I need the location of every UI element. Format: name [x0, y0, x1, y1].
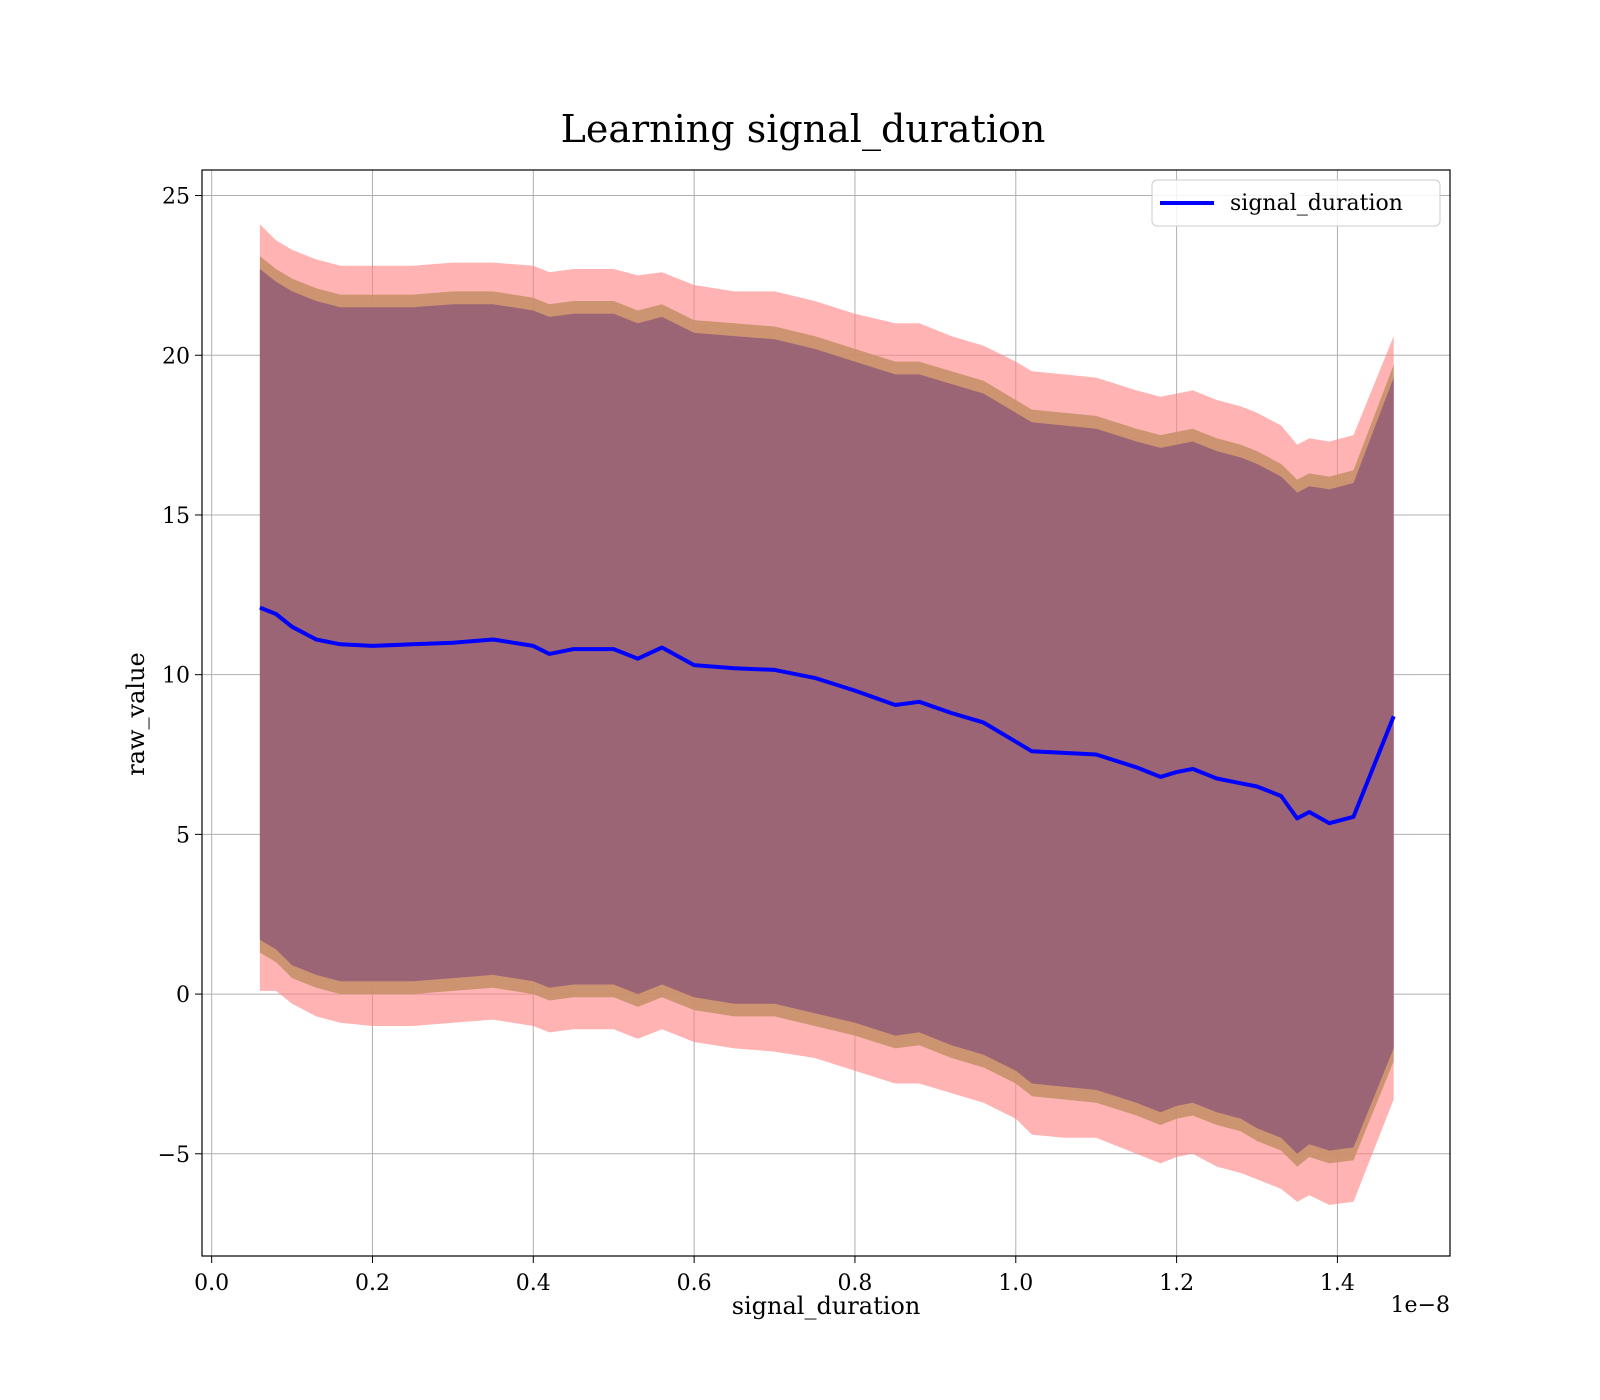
plot-frame	[201, 169, 1451, 1257]
x-tick-label: 0.8	[837, 1271, 872, 1296]
y-axis: −5 0 5 10 15 20 25	[158, 185, 202, 1168]
x-axis: 0.0 0.2 0.4 0.6 0.8 1.0 1.2 1.4	[194, 1256, 1355, 1296]
legend-label-signal-duration: signal_duration	[1230, 191, 1403, 216]
x-tick-label: 1.0	[998, 1271, 1033, 1296]
y-tick-label: −5	[158, 1143, 190, 1168]
y-axis-label: raw_value	[122, 652, 150, 776]
x-tick-label: 0.2	[355, 1271, 390, 1296]
band-inner	[259, 269, 1394, 1154]
x-offset-text: 1e−8	[1391, 1293, 1450, 1318]
x-tick-label: 0.6	[677, 1271, 712, 1296]
confidence-bands	[259, 224, 1394, 1205]
y-tick-label: 15	[162, 504, 190, 529]
y-tick-label: 0	[176, 983, 190, 1008]
legend-box	[1151, 179, 1441, 227]
x-tick-label: 0.0	[194, 1271, 229, 1296]
y-tick-label: 25	[162, 185, 190, 210]
x-tick-label: 0.4	[516, 1271, 551, 1296]
y-tick-label: 10	[162, 664, 190, 689]
legend: signal_duration	[1151, 179, 1441, 227]
x-tick-label: 1.4	[1320, 1271, 1355, 1296]
y-tick-label: 20	[162, 344, 190, 369]
series-line-signal-duration	[259, 605, 1396, 826]
chart-title: Learning signal_duration	[561, 107, 1046, 152]
x-tick-label: 1.2	[1159, 1271, 1194, 1296]
y-tick-label: 5	[176, 823, 190, 848]
x-axis-label: signal_duration	[732, 1292, 921, 1320]
